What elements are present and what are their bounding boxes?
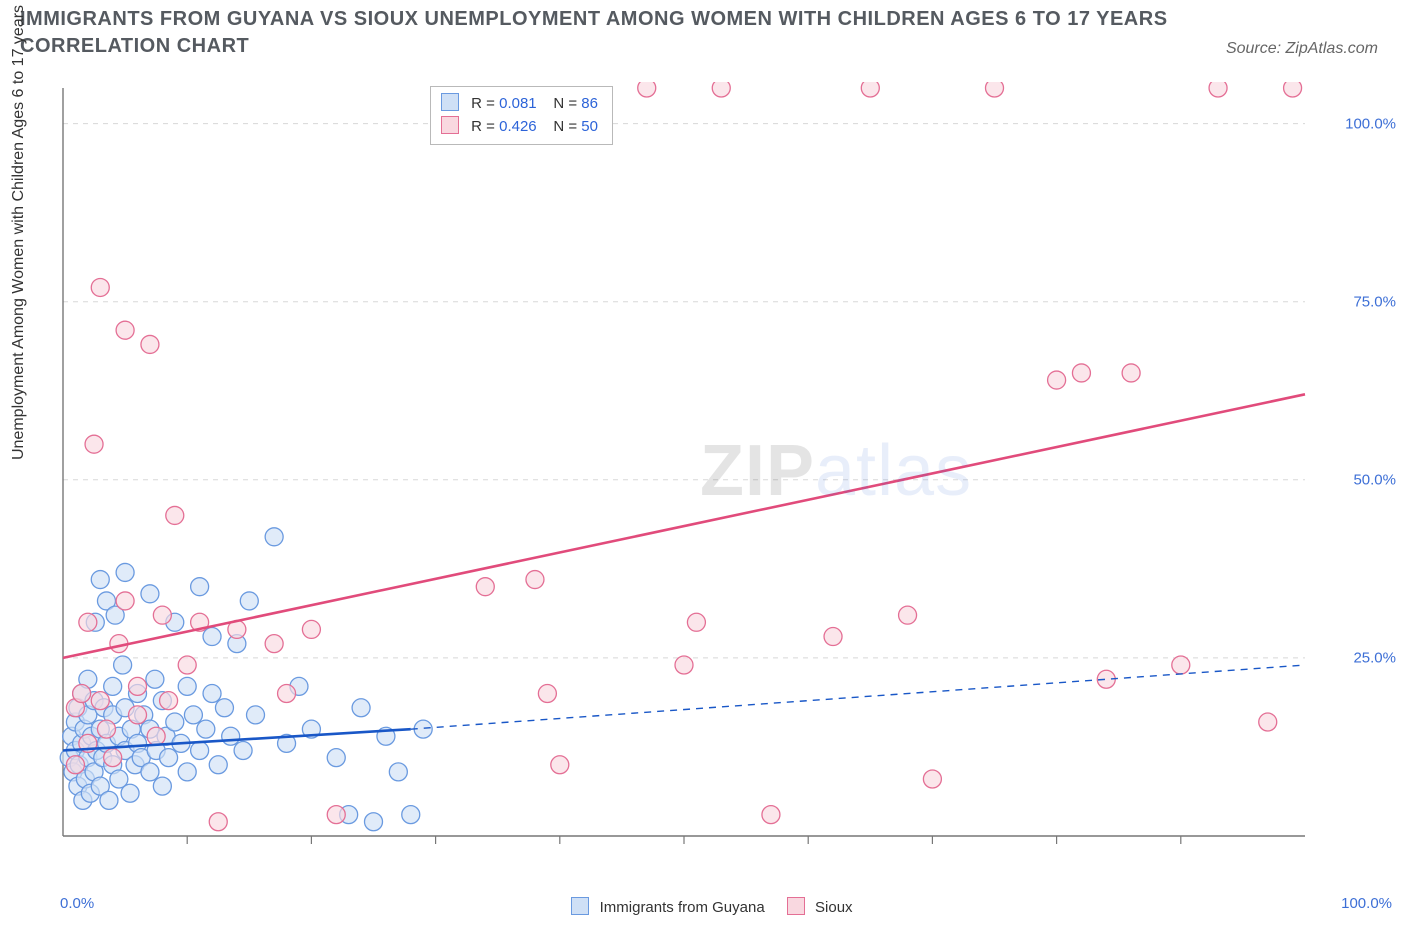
swatch-sioux [441, 116, 459, 134]
legend-label-guyana: Immigrants from Guyana [600, 899, 765, 916]
y-tick-label: 75.0% [1353, 293, 1396, 310]
stats-row-sioux: R = 0.426 N = 50 [441, 116, 598, 139]
source-attribution: Source: ZipAtlas.com [1226, 40, 1378, 58]
chart-title: IMMIGRANTS FROM GUYANA VS SIOUX UNEMPLOY… [20, 6, 1246, 60]
y-tick-label: 25.0% [1353, 649, 1396, 666]
y-tick-label: 50.0% [1353, 471, 1396, 488]
swatch-guyana [441, 93, 459, 111]
y-axis-label: Unemployment Among Women with Children A… [10, 5, 28, 460]
legend-swatch-sioux [787, 897, 805, 915]
stats-legend: R = 0.081 N = 86 R = 0.426 N = 50 [430, 86, 613, 145]
bottom-legend: Immigrants from Guyana Sioux [0, 897, 1406, 916]
watermark: ZIPatlas [700, 430, 972, 512]
stats-row-guyana: R = 0.081 N = 86 [441, 93, 598, 116]
legend-swatch-guyana [571, 897, 589, 915]
y-tick-label: 100.0% [1345, 115, 1396, 132]
legend-label-sioux: Sioux [815, 899, 853, 916]
